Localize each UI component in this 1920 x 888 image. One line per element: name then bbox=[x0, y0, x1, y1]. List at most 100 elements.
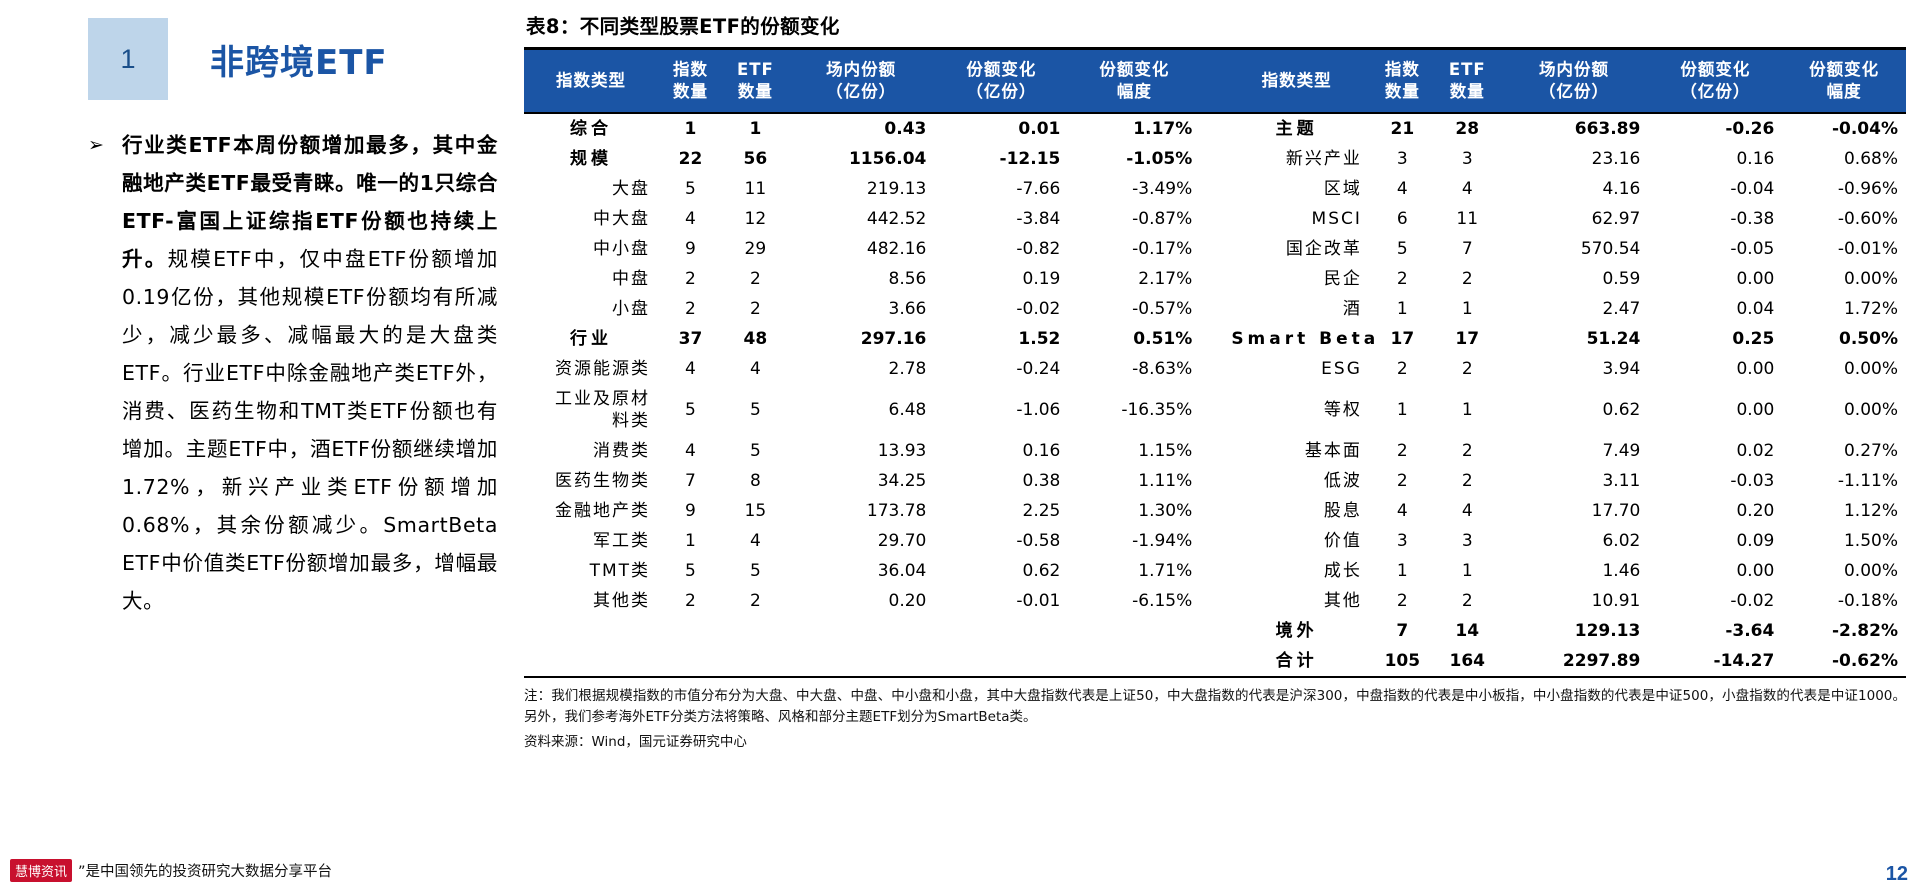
cell-pct-left: -1.05% bbox=[1126, 149, 1193, 169]
cell-pct-right: -0.96% bbox=[1837, 179, 1898, 199]
cell-change-right: 0.00 bbox=[1736, 269, 1775, 289]
cell-change-right: -0.05 bbox=[1730, 239, 1775, 259]
cell-empty-left bbox=[658, 646, 723, 678]
cell-shares-left: 3.66 bbox=[888, 299, 927, 319]
cell-index-type-right: 境外 bbox=[1275, 621, 1318, 641]
cell-index-type-left: 中盘 bbox=[612, 269, 650, 289]
cell-etf-count-right: 2 bbox=[1461, 359, 1473, 379]
cell-spacer bbox=[1200, 466, 1223, 496]
summary-bold-text: 行业类ETF本周份额增加最多，其中金融地产类ETF最受青睐。唯一的1只综合ETF… bbox=[122, 133, 498, 271]
th-spacer bbox=[1200, 48, 1224, 113]
cell-change-right: -0.26 bbox=[1648, 112, 1783, 144]
th-line2: 幅度 bbox=[1116, 82, 1152, 101]
cell-index-type-right: 区域 bbox=[1323, 179, 1362, 199]
cell-change-left: -7.66 bbox=[1016, 179, 1061, 199]
cell-pct-right: 0.00% bbox=[1843, 269, 1898, 289]
cell-change-right: -14.27 bbox=[1648, 646, 1783, 678]
cell-shares-left: 482.16 bbox=[866, 239, 927, 259]
th-etf-count-right: ETF 数量 bbox=[1434, 48, 1500, 113]
cell-spacer bbox=[1200, 354, 1223, 384]
cell-pct-right: 1.50% bbox=[1843, 531, 1898, 551]
cell-change-right: 0.25 bbox=[1732, 329, 1775, 349]
cell-index-type-left: 综合 bbox=[524, 112, 658, 144]
cell-etf-count-left: 1 bbox=[722, 112, 788, 144]
cell-etf-count-left: 15 bbox=[744, 501, 767, 521]
cell-index-count-left: 9 bbox=[685, 239, 696, 259]
cell-index-type-right: 新兴产业 bbox=[1285, 149, 1362, 169]
cell-line: 工业及原材 bbox=[555, 389, 650, 409]
cell-index-type-left: 中大盘 bbox=[593, 209, 650, 229]
cell-pct-right: -0.01% bbox=[1837, 239, 1898, 259]
cell-pct-left: 1.11% bbox=[1138, 471, 1193, 491]
cell-pct-right: 0.68% bbox=[1843, 149, 1898, 169]
table-row: 大盘 5 11 219.13 -7.66 -3.49% 区域 4 4 4.16 -0.04 -0.96… bbox=[524, 174, 1906, 204]
cell-index-type-right: 低波 bbox=[1323, 471, 1362, 491]
cell-spacer bbox=[1200, 496, 1223, 526]
cell-etf-count-right: 164 bbox=[1434, 646, 1500, 678]
cell-shares-right: 2.47 bbox=[1602, 299, 1641, 319]
table-row: 资源能源类 4 4 2.78 -0.24 -8.63% ESG 2 2 3.94 0.00 0.00% bbox=[524, 354, 1906, 384]
cell-index-type-left: 行业 bbox=[570, 329, 612, 349]
cell-index-type-right: 股息 bbox=[1323, 501, 1362, 521]
summary-normal-text: 规模ETF中，仅中盘ETF份额增加0.19亿份，其他规模ETF份额均有所减少，减… bbox=[122, 247, 499, 613]
brand-badge: 慧博资讯 bbox=[10, 859, 73, 882]
cell-shares-right: 1.46 bbox=[1602, 561, 1641, 581]
cell-index-count-right: 17 bbox=[1390, 329, 1415, 349]
cell-etf-count-right: 7 bbox=[1461, 239, 1473, 259]
th-line2: （亿份） bbox=[1680, 82, 1751, 101]
cell-change-left: 2.25 bbox=[1022, 501, 1061, 521]
table-head: 指数类型 指数 数量 ETF 数量 场内份额 （亿份） 份额变化 bbox=[524, 48, 1906, 113]
cell-etf-count-left: 48 bbox=[743, 329, 768, 349]
cell-index-count-right: 6 bbox=[1396, 209, 1408, 229]
cell-pct-right: 0.00% bbox=[1843, 359, 1898, 379]
cell-index-count-right: 21 bbox=[1369, 112, 1435, 144]
cell-pct-right: -0.60% bbox=[1837, 209, 1898, 229]
cell-pct-right: 0.50% bbox=[1839, 329, 1898, 349]
cell-empty-left bbox=[934, 646, 1069, 678]
cell-etf-count-right: 17 bbox=[1455, 329, 1480, 349]
cell-shares-left: 29.70 bbox=[877, 531, 927, 551]
section-title: 非跨境ETF bbox=[210, 42, 388, 83]
cell-index-type-left: TMT类 bbox=[589, 561, 650, 581]
summary-paragraph: ➢ 行业类ETF本周份额增加最多，其中金融地产类ETF最受青睐。唯一的1只综合ET… bbox=[88, 126, 498, 620]
cell-shares-right: 0.59 bbox=[1602, 269, 1641, 289]
cell-change-left: -0.01 bbox=[1016, 591, 1061, 611]
section-number-box: 1 bbox=[88, 18, 168, 100]
cell-change-left: 0.01 bbox=[934, 112, 1069, 144]
cell-pct-left: -0.17% bbox=[1132, 239, 1193, 259]
cell-index-type-right: 价值 bbox=[1323, 531, 1362, 551]
cell-index-count-left: 1 bbox=[658, 112, 723, 144]
cell-etf-count-left: 4 bbox=[749, 359, 761, 379]
cell-change-right: 0.00 bbox=[1736, 359, 1775, 379]
th-line1: 份额变化 bbox=[966, 60, 1037, 79]
th-line1: ETF bbox=[1448, 60, 1486, 79]
cell-index-count-right: 105 bbox=[1369, 646, 1435, 678]
th-share-change-pct-left: 份额变化 幅度 bbox=[1068, 48, 1201, 113]
cell-spacer bbox=[1200, 112, 1224, 144]
cell-pct-right: -2.82% bbox=[1831, 621, 1898, 641]
cell-empty-left bbox=[787, 646, 935, 678]
cell-index-type-left bbox=[524, 616, 658, 646]
cell-index-count-left: 5 bbox=[685, 561, 696, 581]
cell-empty-left bbox=[1068, 646, 1201, 678]
left-text-column: 1 非跨境ETF ➢ 行业类ETF本周份额增加最多，其中金融地产类ETF最受青睐。… bbox=[0, 0, 520, 888]
table-row: 中盘 2 2 8.56 0.19 2.17% 民企 2 2 0.59 0.00 0.00% bbox=[524, 264, 1906, 294]
cell-index-count-right: 2 bbox=[1396, 441, 1408, 461]
cell-index-type-left: 中小盘 bbox=[593, 239, 650, 259]
th-line2: 幅度 bbox=[1826, 82, 1862, 101]
cell-shares-right: 4.16 bbox=[1602, 179, 1641, 199]
cell-change-left: -0.24 bbox=[1016, 359, 1061, 379]
cell-index-type-left: 规模 bbox=[570, 149, 612, 169]
cell-index-count-left: 5 bbox=[685, 179, 696, 199]
cell-index-type-left: 小盘 bbox=[612, 299, 650, 319]
cell-etf-count-right: 11 bbox=[1456, 209, 1479, 229]
cell-etf-count-right: 4 bbox=[1461, 501, 1473, 521]
cell-etf-count-right: 2 bbox=[1461, 471, 1473, 491]
cell-change-left: 0.62 bbox=[1022, 561, 1061, 581]
cell-index-count-left: 2 bbox=[685, 591, 696, 611]
th-index-type-left: 指数类型 bbox=[524, 48, 658, 113]
cell-etf-count-right: 3 bbox=[1461, 531, 1473, 551]
cell-spacer bbox=[1200, 616, 1223, 646]
th-line1: 份额变化 bbox=[1680, 60, 1751, 79]
table-area: 表8：不同类型股票ETF的份额变化 指数类型 指数 数量 ETF bbox=[524, 10, 1906, 753]
